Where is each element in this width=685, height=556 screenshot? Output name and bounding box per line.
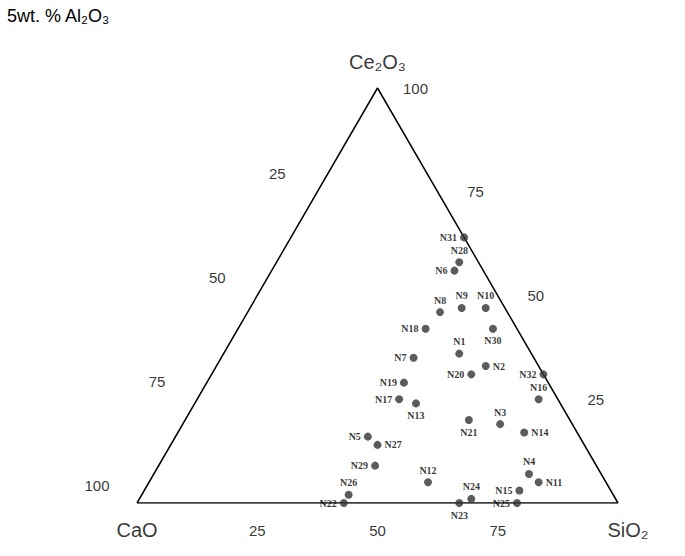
svg-text:N12: N12 [419, 465, 436, 476]
svg-text:N16: N16 [530, 382, 547, 393]
svg-text:50: 50 [527, 287, 544, 304]
svg-text:N13: N13 [407, 410, 424, 421]
svg-text:75: 75 [467, 183, 484, 200]
svg-text:50: 50 [209, 269, 226, 286]
svg-text:N10: N10 [477, 290, 494, 301]
svg-text:50: 50 [369, 522, 386, 539]
svg-text:75: 75 [489, 522, 506, 539]
svg-text:N8: N8 [434, 295, 446, 306]
svg-text:N25: N25 [493, 498, 510, 509]
svg-text:100: 100 [84, 477, 109, 494]
svg-text:N9: N9 [456, 290, 468, 301]
svg-text:N3: N3 [494, 407, 506, 418]
svg-text:N27: N27 [385, 439, 402, 450]
svg-text:CaO: CaO [116, 519, 157, 541]
svg-text:N14: N14 [531, 427, 548, 438]
svg-text:N4: N4 [523, 456, 535, 467]
svg-text:N32: N32 [519, 369, 536, 380]
svg-text:25: 25 [249, 522, 266, 539]
svg-text:N15: N15 [495, 485, 512, 496]
svg-text:N2: N2 [493, 361, 505, 372]
svg-text:N1: N1 [453, 336, 465, 347]
svg-text:SiO₂: SiO₂ [607, 519, 648, 541]
svg-text:5wt. % Al₂O₃: 5wt. % Al₂O₃ [7, 6, 109, 26]
svg-text:N20: N20 [447, 369, 464, 380]
svg-text:75: 75 [149, 373, 166, 390]
svg-text:N30: N30 [484, 335, 501, 346]
svg-text:Ce₂O₃: Ce₂O₃ [349, 51, 406, 73]
svg-text:N11: N11 [546, 477, 563, 488]
svg-text:N28: N28 [451, 245, 468, 256]
svg-text:N21: N21 [460, 427, 477, 438]
svg-text:N18: N18 [401, 323, 418, 334]
svg-text:N17: N17 [375, 394, 392, 405]
svg-text:N22: N22 [320, 498, 337, 509]
svg-text:N26: N26 [340, 477, 357, 488]
svg-text:25: 25 [588, 391, 605, 408]
svg-text:N19: N19 [380, 377, 397, 388]
svg-text:N7: N7 [394, 352, 406, 363]
svg-text:N23: N23 [451, 510, 468, 521]
svg-text:N29: N29 [351, 460, 368, 471]
svg-text:100: 100 [403, 80, 428, 97]
svg-text:N24: N24 [463, 481, 480, 492]
svg-text:N6: N6 [435, 265, 447, 276]
svg-text:N5: N5 [349, 431, 361, 442]
svg-text:25: 25 [269, 165, 286, 182]
svg-text:N31: N31 [440, 232, 457, 243]
